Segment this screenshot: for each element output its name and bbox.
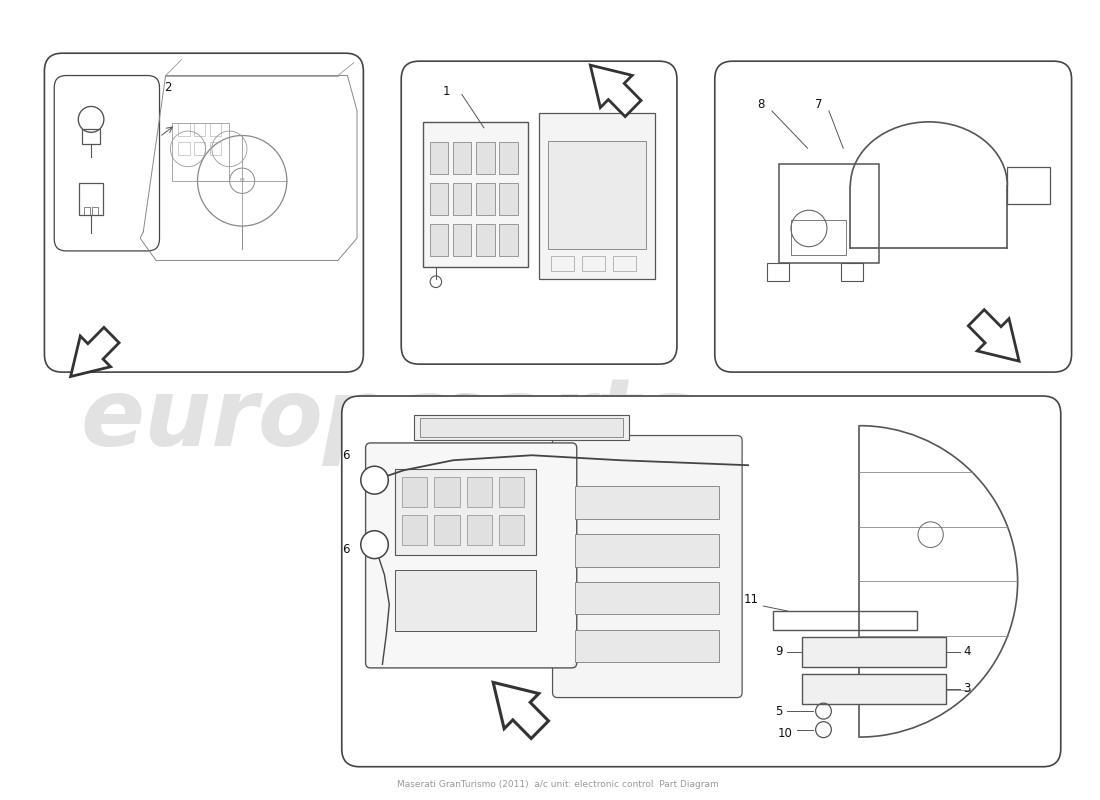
Bar xyxy=(82,130,100,144)
FancyBboxPatch shape xyxy=(342,396,1060,766)
Text: 4: 4 xyxy=(964,646,971,658)
Bar xyxy=(802,674,946,704)
Bar xyxy=(499,515,525,545)
Bar xyxy=(85,206,90,214)
Bar xyxy=(452,142,472,174)
Text: 6: 6 xyxy=(342,543,350,556)
Bar xyxy=(430,223,449,255)
Bar xyxy=(767,263,789,281)
Bar xyxy=(210,123,221,136)
Text: 6: 6 xyxy=(342,450,350,462)
Bar xyxy=(395,470,536,555)
Bar xyxy=(466,477,492,507)
Text: 7: 7 xyxy=(815,98,822,111)
FancyBboxPatch shape xyxy=(715,61,1071,372)
Bar xyxy=(466,515,492,545)
Polygon shape xyxy=(968,310,1019,361)
Text: 8: 8 xyxy=(758,98,764,111)
Bar xyxy=(475,183,495,215)
Text: a passion for parts since 1985: a passion for parts since 1985 xyxy=(375,521,681,638)
Circle shape xyxy=(361,530,388,558)
FancyBboxPatch shape xyxy=(402,61,676,364)
Bar xyxy=(475,142,495,174)
Bar xyxy=(575,582,719,614)
FancyBboxPatch shape xyxy=(552,435,743,698)
FancyBboxPatch shape xyxy=(365,443,576,668)
Bar xyxy=(195,123,206,136)
Bar xyxy=(395,570,536,630)
Bar xyxy=(498,223,518,255)
Bar xyxy=(802,637,946,666)
Text: 11: 11 xyxy=(744,593,758,606)
Text: Maserati GranTurismo (2011)  a/c unit: electronic control  Part Diagram: Maserati GranTurismo (2011) a/c unit: el… xyxy=(397,780,719,789)
Bar xyxy=(430,183,449,215)
Bar xyxy=(575,630,719,662)
Bar xyxy=(791,221,846,255)
Text: æ: æ xyxy=(396,374,495,466)
Bar xyxy=(195,142,206,155)
Bar xyxy=(452,183,472,215)
Text: M: M xyxy=(240,178,244,183)
Text: 9: 9 xyxy=(774,646,782,658)
Bar xyxy=(575,534,719,566)
Bar xyxy=(475,223,495,255)
Text: parts: parts xyxy=(418,374,697,466)
Bar xyxy=(79,183,103,214)
Bar xyxy=(210,142,221,155)
Bar xyxy=(582,256,605,271)
Bar xyxy=(434,515,460,545)
Bar xyxy=(551,256,574,271)
Bar xyxy=(539,113,654,279)
Bar xyxy=(779,164,879,263)
FancyBboxPatch shape xyxy=(44,54,363,372)
Bar xyxy=(92,206,98,214)
Bar xyxy=(178,142,189,155)
Bar xyxy=(613,256,636,271)
Bar xyxy=(178,123,189,136)
Bar xyxy=(452,223,472,255)
Circle shape xyxy=(361,466,388,494)
Bar xyxy=(424,122,528,267)
Bar xyxy=(172,123,230,181)
Text: 2: 2 xyxy=(164,81,172,94)
Bar xyxy=(430,142,449,174)
Bar xyxy=(840,263,862,281)
Bar xyxy=(498,142,518,174)
Bar xyxy=(402,515,427,545)
Polygon shape xyxy=(493,682,549,738)
Text: 3: 3 xyxy=(964,682,971,695)
Text: 10: 10 xyxy=(778,727,792,740)
Polygon shape xyxy=(591,65,641,117)
Text: 1: 1 xyxy=(442,86,450,98)
Bar xyxy=(548,141,646,250)
Text: europ: europ xyxy=(80,374,390,466)
Bar xyxy=(420,418,623,437)
Bar xyxy=(434,477,460,507)
Bar xyxy=(773,611,917,630)
FancyBboxPatch shape xyxy=(54,75,159,251)
Text: 5: 5 xyxy=(774,705,782,718)
Polygon shape xyxy=(70,327,119,377)
Bar xyxy=(1008,167,1050,204)
Bar xyxy=(414,414,629,441)
Bar xyxy=(402,477,427,507)
Bar xyxy=(575,486,719,518)
Bar xyxy=(499,477,525,507)
Bar xyxy=(498,183,518,215)
